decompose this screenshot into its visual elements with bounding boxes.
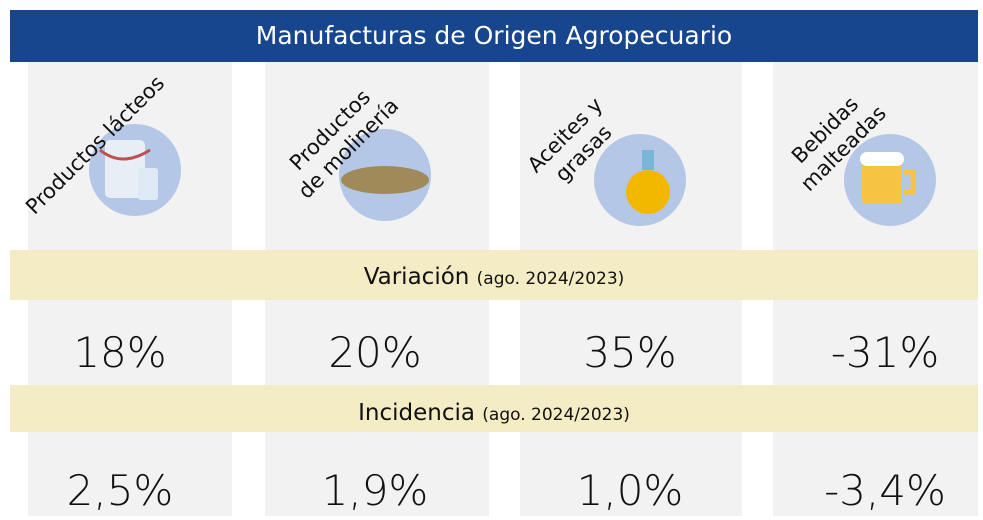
section-title: Variación [364,264,470,290]
value: 2,5% [67,466,174,515]
value: -31% [831,328,940,377]
infographic: Manufacturas de Origen Agropecuario Prod… [0,0,983,516]
value: 20% [328,328,421,377]
section-note: (ago. 2024/2023) [482,405,630,425]
section-title: Incidencia [358,400,475,426]
value: 1,9% [322,466,429,515]
value: 1,0% [577,466,684,515]
value: -3,4% [824,466,946,515]
header-title: Manufacturas de Origen Agropecuario [256,21,732,50]
value: 35% [583,328,676,377]
section-note: (ago. 2024/2023) [477,269,625,289]
value: 18% [73,328,166,377]
page: {"header": {"title": "Manufacturas de Or… [0,0,983,516]
